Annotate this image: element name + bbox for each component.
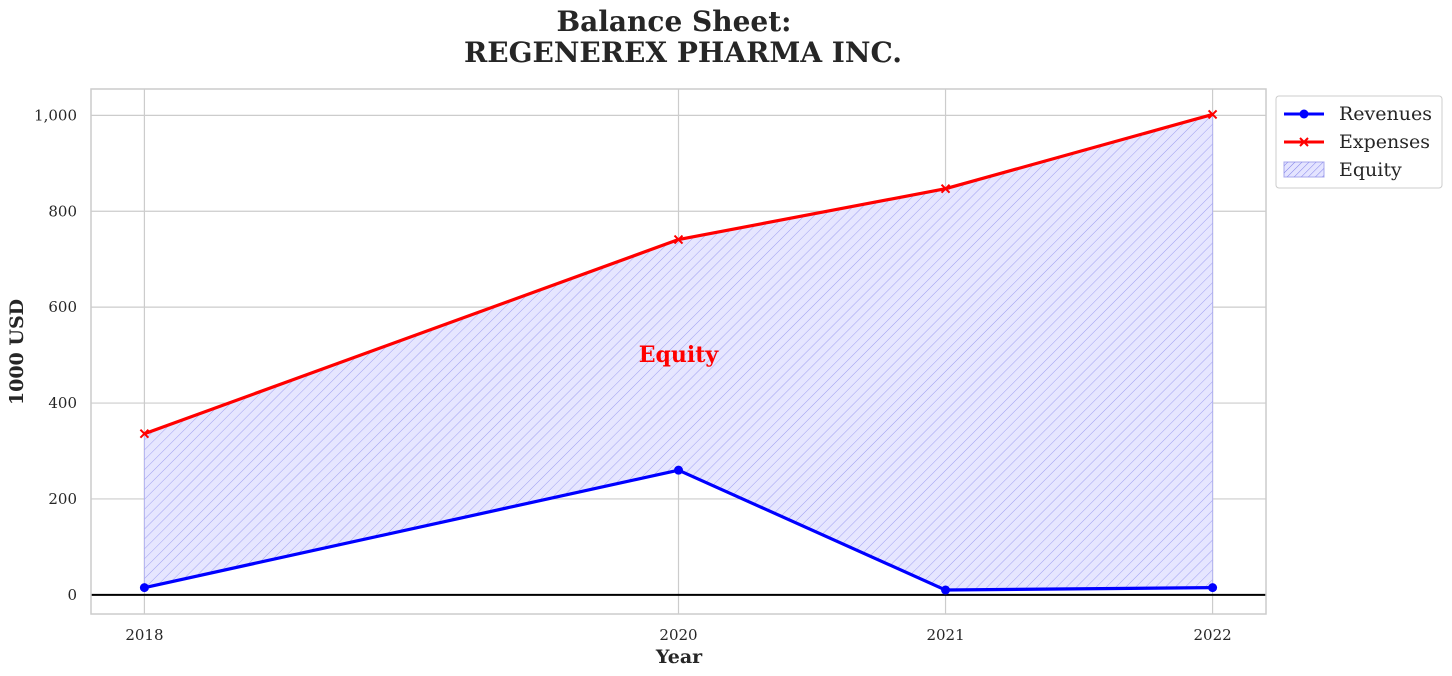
legend-revenues-marker — [1299, 109, 1309, 119]
y-tick-label: 400 — [48, 394, 77, 412]
expenses-point — [139, 429, 150, 439]
equity-area-hatch — [144, 114, 1213, 591]
expenses-point — [940, 184, 951, 194]
legend-equity-hatch — [1284, 162, 1324, 177]
expenses-point — [673, 234, 684, 245]
legend-expenses-marker — [1299, 137, 1309, 147]
expenses-point — [1207, 109, 1218, 120]
y-tick-label: 200 — [48, 490, 77, 508]
legend-expenses-label: Expenses — [1339, 131, 1430, 153]
revenues-line — [144, 468, 1213, 592]
y-tick-label: 800 — [48, 202, 77, 220]
chart-title-line-1: Balance Sheet: — [556, 5, 791, 38]
revenues-point — [1208, 583, 1218, 593]
y-tick-label: 0 — [67, 586, 77, 604]
equity-annotation: Equity — [639, 342, 720, 368]
x-tick-label: 2022 — [1193, 626, 1231, 644]
x-tick-label: 2020 — [659, 626, 697, 644]
revenues-point — [941, 585, 951, 595]
chart-title-line-2: REGENEREX PHARMA INC. — [464, 36, 902, 69]
legend-equity-label: Equity — [1339, 159, 1402, 181]
revenues-point — [139, 583, 149, 593]
x-axis-label: Year — [655, 646, 703, 668]
revenues-point — [674, 465, 683, 475]
x-tick-label: 2018 — [125, 626, 163, 644]
legend: Revenues Expenses Equity — [1275, 95, 1443, 189]
series-lines — [139, 109, 1218, 595]
y-axis-label: 1000 USD — [6, 299, 28, 405]
tick-labels: 0 200 400 600 800 1,000 2018 2020 2021 2022 — [34, 106, 1232, 644]
plot-frame — [90, 88, 1267, 615]
y-tick-label: 1,000 — [34, 106, 77, 124]
expenses-line — [143, 112, 1214, 436]
x-tick-label: 2021 — [926, 626, 964, 644]
y-tick-label: 600 — [48, 298, 77, 316]
legend-revenues-label: Revenues — [1339, 103, 1432, 125]
